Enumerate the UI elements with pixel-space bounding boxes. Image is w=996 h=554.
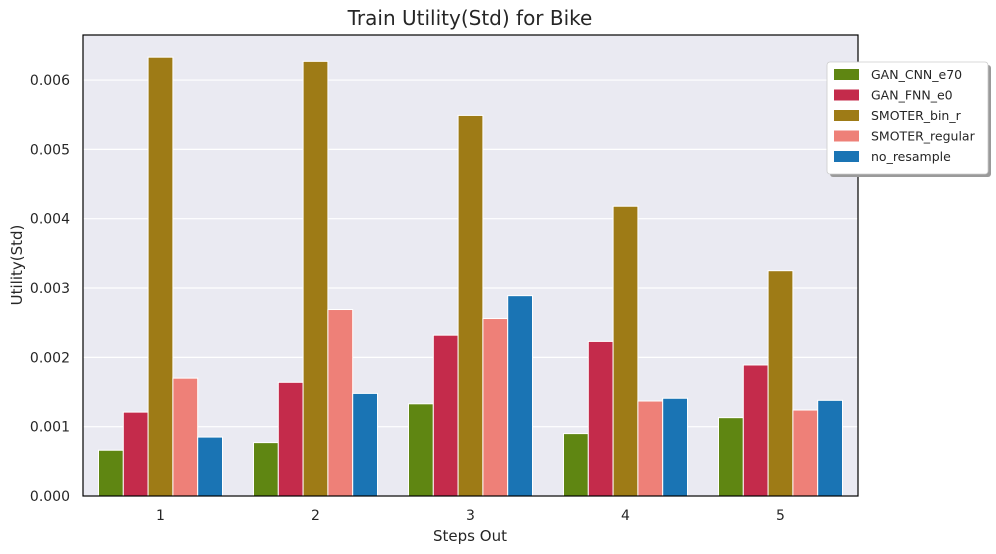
bar-GAN_FNN_e0-2 [277,381,304,497]
legend-swatch-GAN_FNN_e0 [834,89,859,101]
bar-SMOTER_regular-3 [482,318,509,497]
y-tick-label: 0.004 [30,212,70,228]
bar-GAN_CNN_e70-5 [718,417,744,497]
bar-no_resample-1 [197,436,223,497]
legend-label-GAN_FNN_e0: GAN_FNN_e0 [871,88,953,103]
bar-GAN_CNN_e70-2 [253,442,279,497]
bar-GAN_FNN_e0-3 [432,334,459,497]
x-tick-label: 5 [776,508,785,524]
bar-SMOTER_regular-4 [637,400,664,497]
bar-GAN_FNN_e0-1 [122,411,149,497]
legend-box [826,61,989,175]
bar-SMOTER_bin_r-3 [457,114,484,497]
bar-GAN_FNN_e0-4 [587,340,614,497]
legend-swatch-no_resample [834,151,859,162]
legend-swatch-GAN_CNN_e70 [834,69,859,80]
y-tick-label: 0.003 [30,281,70,297]
legend-label-no_resample: no_resample [871,149,951,164]
bar-SMOTER_bin_r-4 [612,205,639,497]
bar-SMOTER_bin_r-5 [767,270,794,497]
bar-GAN_FNN_e0-5 [742,364,769,497]
bar-GAN_CNN_e70-3 [408,403,434,497]
y-tick-label: 0.000 [30,489,70,505]
chart-title: Train Utility(Std) for Bike [347,6,593,30]
legend-label-GAN_CNN_e70: GAN_CNN_e70 [871,67,962,82]
bar-GAN_CNN_e70-1 [98,449,124,497]
bar-no_resample-5 [817,399,844,497]
y-tick-label: 0.005 [30,142,70,158]
bar-SMOTER_regular-5 [792,409,819,497]
bar-SMOTER_regular-2 [327,309,354,497]
legend-swatch-SMOTER_bin_r [834,110,859,121]
bar-SMOTER_bin_r-1 [147,56,174,497]
bar-GAN_CNN_e70-4 [563,433,589,497]
x-tick-label: 2 [311,508,320,524]
bar-SMOTER_bin_r-2 [302,60,329,497]
legend-label-SMOTER_regular: SMOTER_regular [871,129,976,144]
x-tick-label: 1 [156,508,165,524]
y-tick-label: 0.001 [30,420,70,436]
bar-no_resample-2 [352,392,379,497]
x-tick-label: 4 [621,508,630,524]
y-tick-label: 0.002 [30,350,70,366]
legend: GAN_CNN_e70 GAN_FNN_e0 SMOTER_bin_r SMOTER_… [826,61,991,177]
x-tick-labels: 1 2 3 4 5 [156,508,785,524]
plot-frame [82,34,859,497]
x-axis-label: Steps Out [433,527,507,545]
y-tick-labels: 0.000 0.001 0.002 0.003 0.004 0.005 0.006 [30,73,70,505]
bar-no_resample-3 [507,295,534,497]
bar-SMOTER_regular-1 [172,377,199,497]
bar-no_resample-4 [662,397,689,497]
legend-swatch-SMOTER_regular [834,130,859,142]
legend-label-SMOTER_bin_r: SMOTER_bin_r [871,108,962,123]
x-tick-label: 3 [466,508,475,524]
y-tick-label: 0.006 [30,73,70,89]
y-axis-label: Utility(Std) [8,225,26,306]
